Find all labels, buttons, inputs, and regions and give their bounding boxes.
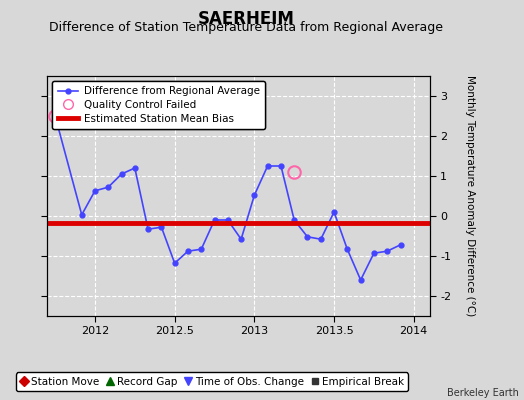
Text: Difference of Station Temperature Data from Regional Average: Difference of Station Temperature Data f… xyxy=(49,21,443,34)
Legend: Difference from Regional Average, Quality Control Failed, Estimated Station Mean: Difference from Regional Average, Qualit… xyxy=(52,81,265,129)
Text: SAERHEIM: SAERHEIM xyxy=(198,10,294,28)
Y-axis label: Monthly Temperature Anomaly Difference (°C): Monthly Temperature Anomaly Difference (… xyxy=(465,75,475,317)
Text: Berkeley Earth: Berkeley Earth xyxy=(447,388,519,398)
Legend: Station Move, Record Gap, Time of Obs. Change, Empirical Break: Station Move, Record Gap, Time of Obs. C… xyxy=(16,372,408,391)
